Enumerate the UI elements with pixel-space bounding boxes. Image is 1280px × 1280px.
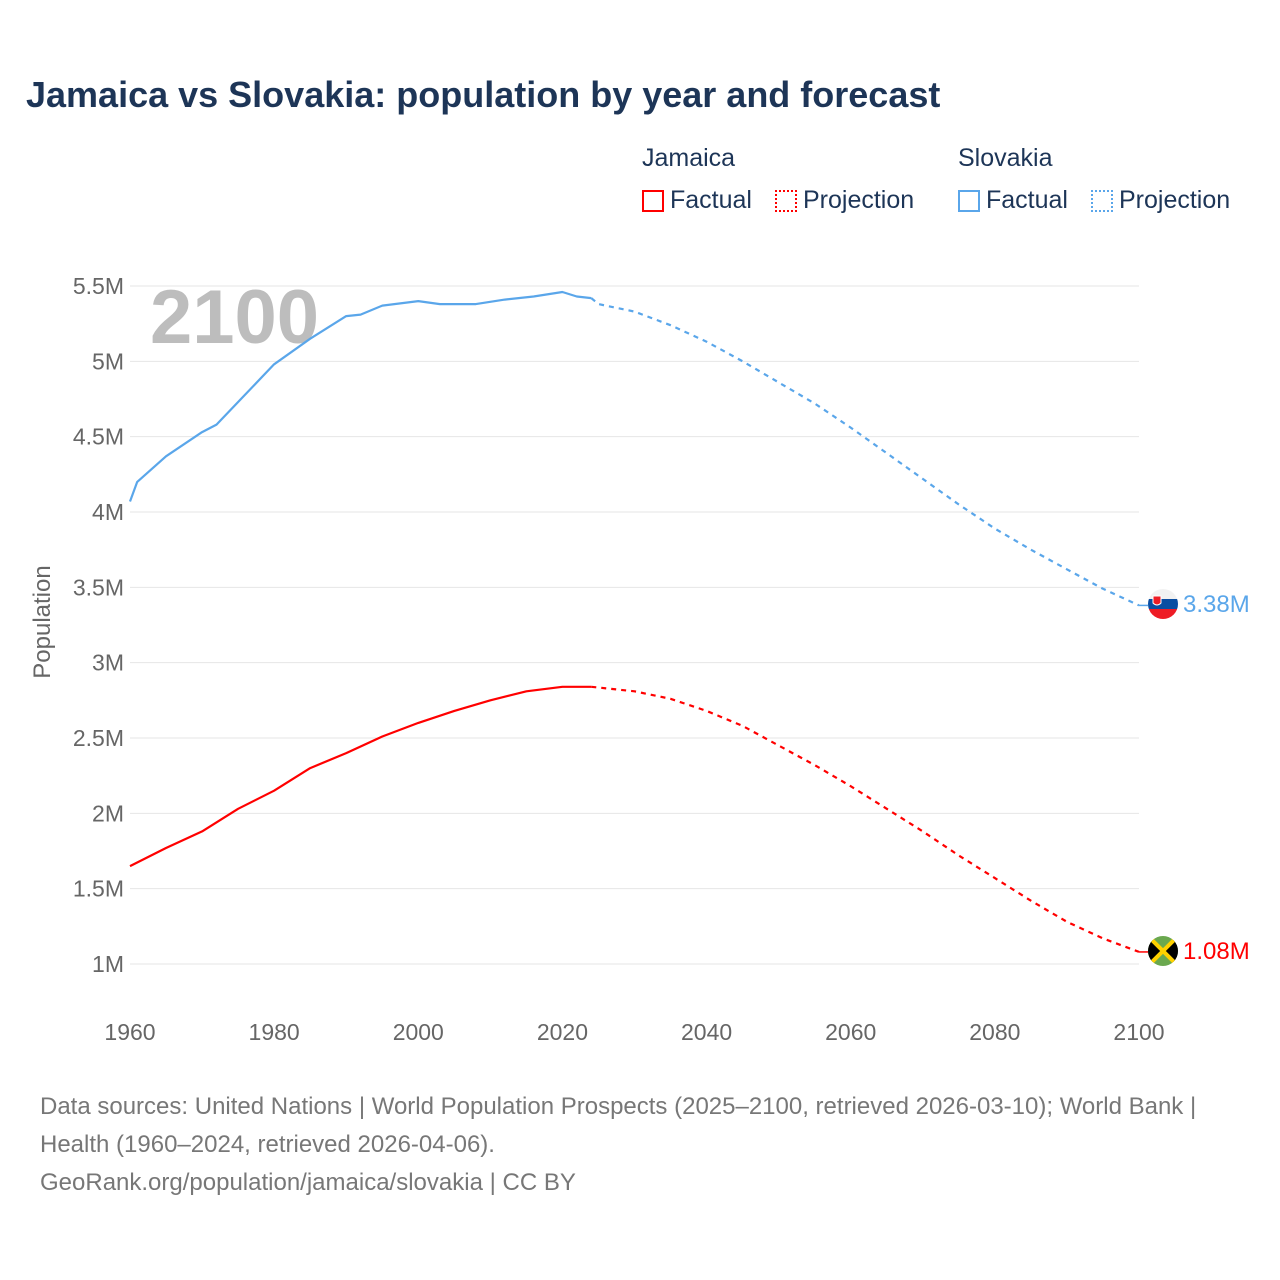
legend-jamaica-factual[interactable]: Factual bbox=[642, 186, 752, 215]
slovakia-factual-line[interactable] bbox=[128, 290, 592, 502]
jamaica-factual-line[interactable] bbox=[129, 685, 592, 868]
y-tick-label: 1.5M bbox=[73, 876, 124, 902]
x-tick-label: 2000 bbox=[393, 1019, 444, 1045]
legend-label: Projection bbox=[803, 186, 915, 214]
slovakia-projection-line[interactable] bbox=[590, 297, 1140, 607]
y-tick-label: 2.5M bbox=[73, 725, 124, 751]
slovakia-end-label: 3.38M bbox=[1183, 591, 1250, 618]
legend-label: Projection bbox=[1119, 186, 1231, 214]
legend-jamaica-projection[interactable]: Projection bbox=[775, 186, 914, 215]
footer: Data sources: United Nations | World Pop… bbox=[40, 1088, 1240, 1202]
slovakia-flag-icon bbox=[1148, 589, 1178, 619]
x-tick-label: 1960 bbox=[104, 1019, 155, 1045]
legend-label: Factual bbox=[670, 186, 752, 214]
jamaica-end-label: 1.08M bbox=[1183, 938, 1250, 965]
solid-swatch-icon bbox=[958, 189, 980, 212]
x-tick-label: 2020 bbox=[537, 1019, 588, 1045]
legend-slovakia-projection[interactable]: Projection bbox=[1091, 186, 1230, 215]
x-tick-label: 2060 bbox=[825, 1019, 876, 1045]
line-chart: 1M 1.5M 2M 2.5M 3M 3.5M 4M 4.5M 5M 5.5M 1960 1980 20… bbox=[29, 273, 1250, 1045]
y-tick-label: 3.5M bbox=[73, 574, 124, 600]
jamaica-flag-icon bbox=[1148, 936, 1178, 966]
y-tick-label: 3M bbox=[92, 650, 124, 676]
x-tick-label: 2040 bbox=[681, 1019, 732, 1045]
y-tick-label: 4.5M bbox=[73, 424, 124, 450]
y-tick-label: 5M bbox=[92, 348, 124, 374]
y-tick-label: 2M bbox=[92, 800, 124, 826]
y-tick-label: 5.5M bbox=[73, 273, 124, 299]
source-link[interactable]: GeoRank.org/population/jamaica/slovakia … bbox=[40, 1169, 576, 1196]
y-tick-label: 4M bbox=[92, 499, 124, 525]
chart-title: Jamaica vs Slovakia: population by year … bbox=[26, 74, 941, 115]
y-tick-label: 1M bbox=[92, 951, 124, 977]
year-watermark: 2100 bbox=[150, 275, 319, 360]
legend-slovakia-heading: Slovakia bbox=[958, 144, 1053, 172]
legend-label: Factual bbox=[986, 186, 1068, 214]
dotted-swatch-icon bbox=[775, 189, 797, 212]
dotted-swatch-icon bbox=[1091, 189, 1113, 212]
jamaica-projection-line[interactable] bbox=[591, 685, 1140, 953]
legend-jamaica-heading: Jamaica bbox=[642, 144, 736, 172]
y-axis-label: Population bbox=[29, 565, 56, 678]
legend-slovakia-factual[interactable]: Factual bbox=[958, 186, 1068, 215]
x-tick-label: 2100 bbox=[1113, 1019, 1164, 1045]
x-tick-label: 1980 bbox=[249, 1019, 300, 1045]
solid-swatch-icon bbox=[642, 189, 664, 212]
x-tick-label: 2080 bbox=[969, 1019, 1020, 1045]
data-sources: Data sources: United Nations | World Pop… bbox=[40, 1093, 1197, 1158]
